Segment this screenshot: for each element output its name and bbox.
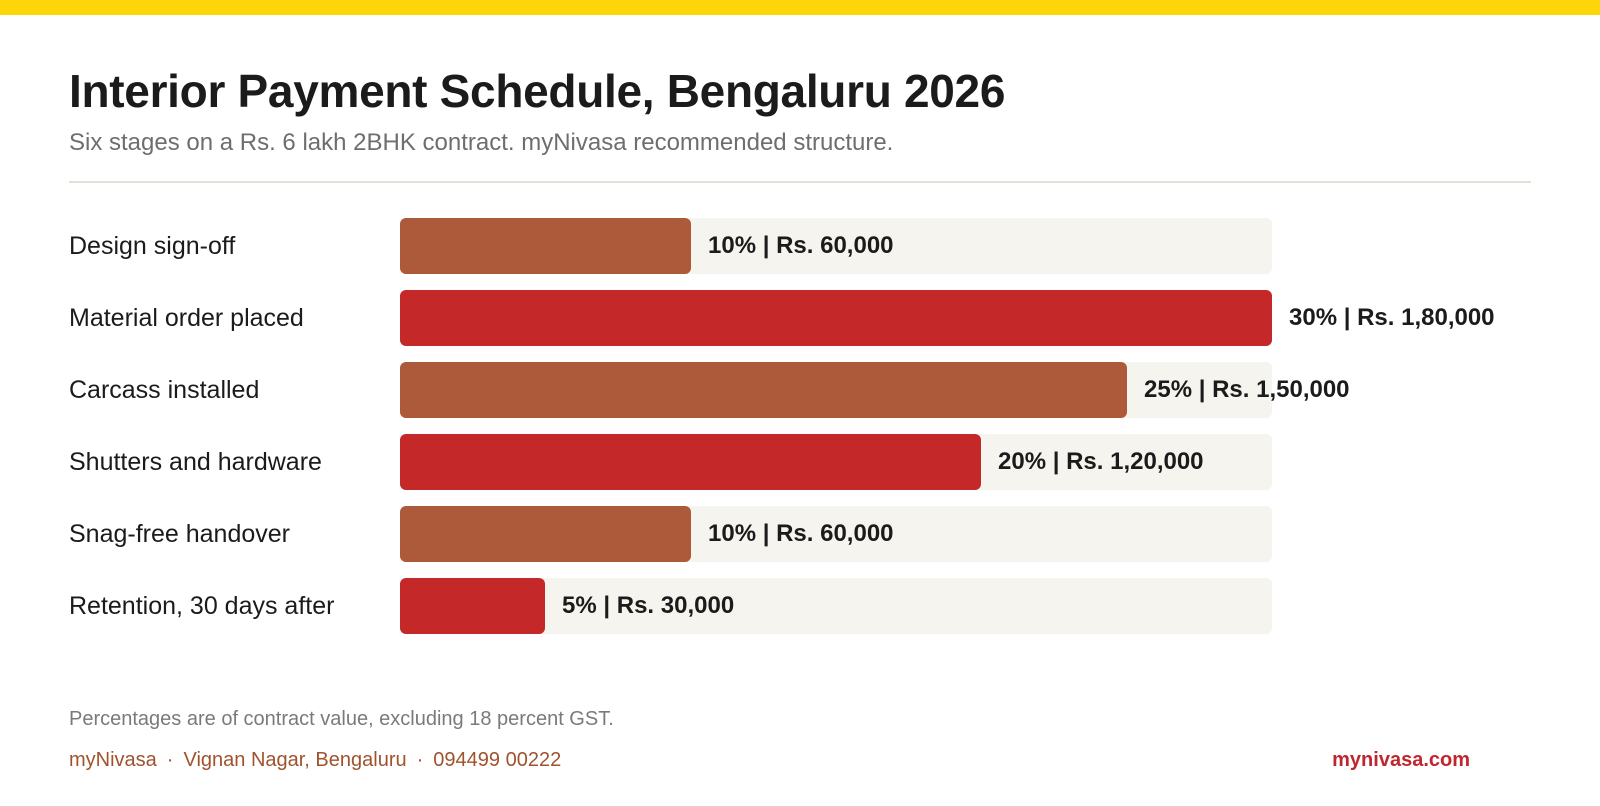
value-label: 30% | Rs. 1,80,000 xyxy=(1289,304,1495,331)
chart-subtitle: Six stages on a Rs. 6 lakh 2BHK contract… xyxy=(69,129,894,156)
top-accent-strip xyxy=(0,0,1600,15)
bar xyxy=(400,578,545,634)
footer-phone: 094499 00222 xyxy=(433,749,562,771)
bar xyxy=(400,434,981,490)
footer-contact: myNivasa · Vignan Nagar, Bengaluru · 094499 … xyxy=(69,748,561,772)
chart-row: Carcass installed 25% | Rs. 1,50,000 xyxy=(0,362,1600,418)
value-label: 5% | Rs. 30,000 xyxy=(562,592,735,619)
category-label: Shutters and hardware xyxy=(69,448,322,476)
bar xyxy=(400,218,691,274)
value-label: 10% | Rs. 60,000 xyxy=(708,520,894,547)
chart-row: Snag-free handover 10% | Rs. 60,000 xyxy=(0,506,1600,562)
footer-separator: · xyxy=(166,749,174,771)
category-label: Material order placed xyxy=(69,304,304,332)
value-label: 10% | Rs. 60,000 xyxy=(708,232,894,259)
bar xyxy=(400,362,1127,418)
value-label: 20% | Rs. 1,20,000 xyxy=(998,448,1204,475)
footnote: Percentages are of contract value, exclu… xyxy=(69,708,614,730)
chart-row: Retention, 30 days after 5% | Rs. 30,000 xyxy=(0,578,1600,634)
category-label: Snag-free handover xyxy=(69,520,290,548)
footer-brand: myNivasa xyxy=(69,749,157,771)
bar xyxy=(400,506,691,562)
value-label: 25% | Rs. 1,50,000 xyxy=(1144,376,1350,403)
footer-location: Vignan Nagar, Bengaluru xyxy=(183,749,407,771)
chart-row: Design sign-off 10% | Rs. 60,000 xyxy=(0,218,1600,274)
chart-title: Interior Payment Schedule, Bengaluru 202… xyxy=(69,65,1006,117)
footer-website-link[interactable]: mynivasa.com xyxy=(1332,749,1470,771)
footer-separator: · xyxy=(416,749,424,771)
category-label: Design sign-off xyxy=(69,232,236,260)
category-label: Carcass installed xyxy=(69,376,260,404)
category-label: Retention, 30 days after xyxy=(69,592,335,620)
bar-track xyxy=(400,578,1272,634)
chart-row: Shutters and hardware 20% | Rs. 1,20,000 xyxy=(0,434,1600,490)
chart-row: Material order placed 30% | Rs. 1,80,000 xyxy=(0,290,1600,346)
bar xyxy=(400,290,1272,346)
header-divider xyxy=(69,181,1531,183)
